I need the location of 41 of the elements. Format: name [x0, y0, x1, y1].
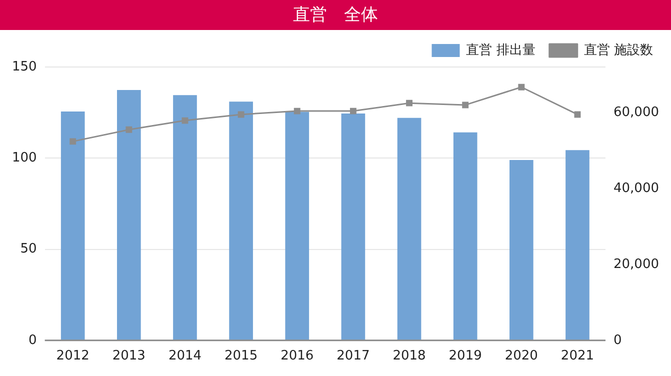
bar — [60, 111, 85, 340]
x-tick-label: 2020 — [504, 348, 538, 364]
point — [462, 102, 469, 108]
point — [126, 126, 132, 133]
point — [518, 84, 525, 90]
legend-label: 直営 排出量 — [466, 42, 536, 58]
bar — [285, 112, 310, 340]
y2-tick-label: 0 — [614, 332, 622, 348]
x-tick-label: 2016 — [280, 348, 314, 364]
point — [182, 117, 188, 124]
y-tick-label: 100 — [12, 150, 37, 166]
point — [70, 138, 76, 145]
x-tick-label: 2012 — [56, 348, 90, 364]
bar — [397, 118, 422, 340]
y-tick-label: 50 — [20, 242, 37, 257]
point — [406, 100, 412, 106]
bar — [453, 132, 478, 340]
x-tick-label: 2014 — [168, 348, 202, 364]
legend-label: 直営 施設数 — [584, 42, 654, 58]
y-tick-label: 0 — [28, 332, 37, 348]
bar — [566, 150, 590, 340]
x-tick-label: 2013 — [112, 348, 146, 364]
point — [294, 108, 300, 114]
x-tick-label: 2015 — [224, 348, 258, 364]
point — [350, 108, 356, 114]
y2-tick-label: 20,000 — [614, 256, 660, 272]
point — [574, 111, 581, 118]
point — [238, 111, 244, 118]
x-tick-label: 2017 — [336, 348, 370, 364]
bar — [173, 95, 197, 340]
bar — [341, 113, 366, 340]
x-tick-label: 2018 — [392, 348, 426, 364]
y2-tick-label: 40,000 — [614, 180, 660, 196]
x-tick-label: 2021 — [560, 348, 594, 364]
bar — [117, 90, 141, 340]
bar — [509, 160, 534, 340]
bar — [229, 102, 253, 340]
chart-title: 直営 全体 — [0, 0, 671, 30]
x-tick-label: 2019 — [448, 348, 482, 364]
y2-tick-label: 60,000 — [614, 104, 660, 120]
y-tick-label: 150 — [12, 59, 37, 74]
